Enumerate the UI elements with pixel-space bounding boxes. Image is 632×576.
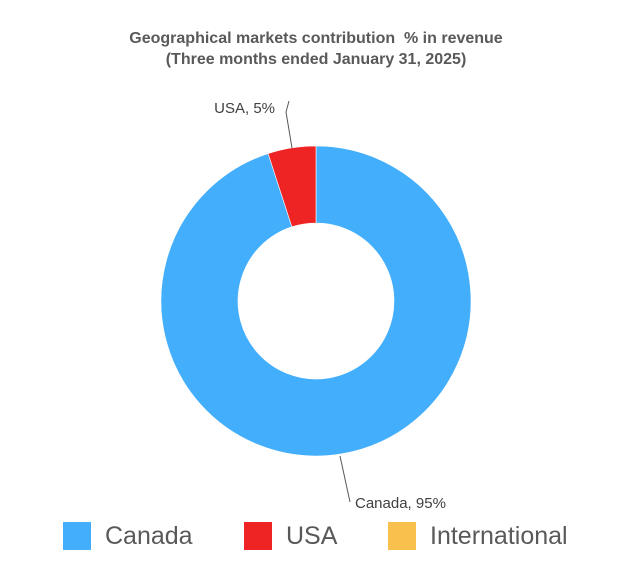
legend-item-canada: Canada	[63, 518, 193, 554]
legend-label-canada: Canada	[105, 521, 193, 550]
chart-title: Geographical markets contribution % in r…	[129, 30, 503, 47]
data-label-usa: USA, 5%	[214, 100, 275, 117]
legend: Canada USA International	[0, 518, 632, 558]
legend-item-international: International	[388, 518, 568, 554]
legend-swatch-international	[388, 522, 416, 550]
chart-subtitle: (Three months ended January 31, 2025)	[165, 51, 467, 68]
legend-swatch-canada	[63, 522, 91, 550]
donut-slices	[160, 145, 472, 457]
slice-canada	[160, 145, 472, 457]
leader-lines	[285, 100, 351, 503]
chart-title-block: Geographical markets contribution % in r…	[0, 28, 632, 70]
data-label-canada: Canada, 95%	[355, 495, 446, 510]
legend-label-international: International	[430, 521, 568, 550]
leader-line-canada	[339, 455, 351, 503]
slice-usa	[267, 145, 317, 228]
data-labels: Canada, 95% USA, 5%	[214, 100, 446, 510]
legend-swatch-usa	[244, 522, 272, 550]
legend-item-usa: USA	[244, 518, 337, 554]
leader-line-usa	[285, 100, 293, 149]
legend-label-usa: USA	[286, 521, 338, 550]
donut-chart: Canada, 95% USA, 5%	[160, 100, 472, 510]
